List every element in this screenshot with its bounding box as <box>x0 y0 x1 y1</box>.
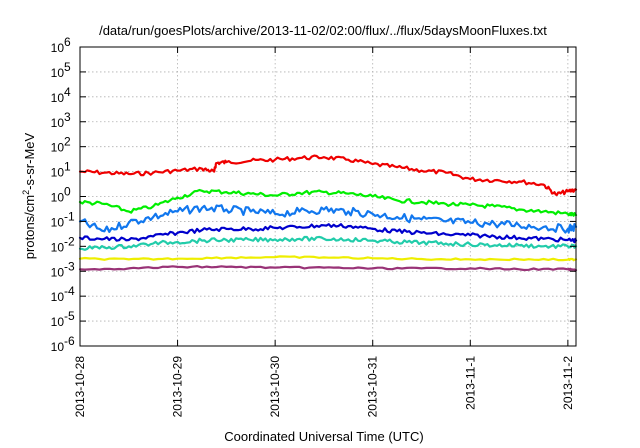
y-tick-label: 10 <box>51 290 65 304</box>
series-line-3 <box>78 204 578 234</box>
series-line-5 <box>78 235 578 251</box>
y-tick-label: 10 <box>51 240 65 254</box>
y-axis-title-rest: -s-sr-MeV <box>22 132 37 189</box>
y-tick-label: 10 <box>51 315 65 329</box>
series-line-7 <box>78 265 578 272</box>
series-line-4 <box>78 223 578 244</box>
series-line-1 <box>78 154 578 196</box>
y-tick-base: 10 <box>51 91 65 105</box>
y-tick-base: 10 <box>51 240 65 254</box>
grid <box>79 47 576 346</box>
y-tick-base: 10 <box>51 265 65 279</box>
y-tick-exponent: -6 <box>64 334 75 348</box>
y-tick-base: 10 <box>51 340 65 354</box>
y-tick-exponent: -3 <box>64 259 75 273</box>
chart-title: /data/run/goesPlots/archive/2013-11-02/0… <box>99 23 547 38</box>
y-tick-label: 10 <box>51 141 65 155</box>
y-tick-exponent: -5 <box>64 309 75 323</box>
y-tick-exponent: -1 <box>64 209 75 223</box>
y-tick-exponent: -4 <box>64 284 75 298</box>
x-tick-label: 2013-10-29 <box>171 356 185 418</box>
series-line-2 <box>78 188 578 217</box>
x-axis-title: Coordinated Universal Time (UTC) <box>224 429 423 444</box>
y-tick-base: 10 <box>51 141 65 155</box>
y-tick-label: 10 <box>51 91 65 105</box>
series-group <box>78 154 578 272</box>
y-tick-base: 10 <box>51 166 65 180</box>
series-line-6 <box>78 255 578 262</box>
y-tick-exponent: 6 <box>64 35 71 49</box>
y-axis-title-superscript: 2 <box>21 190 31 195</box>
y-axis-title: protons/cm2-s-sr-MeV <box>21 132 37 259</box>
y-tick-label: 10 <box>51 66 65 80</box>
y-tick-base: 10 <box>51 41 65 55</box>
x-axis-ticks: 2013-10-28 2013-10-29 2013-10-30 2013-10-31… <box>73 47 575 417</box>
x-tick-label: 2013-10-30 <box>268 356 282 418</box>
y-tick-base: 10 <box>51 215 65 229</box>
y-tick-exponent: 0 <box>64 185 71 199</box>
y-tick-exponent: -2 <box>64 234 75 248</box>
y-tick-exponent: 4 <box>64 85 71 99</box>
y-tick-label: 10 <box>51 191 65 205</box>
y-tick-base: 10 <box>51 315 65 329</box>
x-tick-label: 2013-11-1 <box>463 356 477 410</box>
y-tick-label: 10 <box>51 215 65 229</box>
y-tick-exponent: 1 <box>64 160 71 174</box>
y-tick-base: 10 <box>51 290 65 304</box>
y-tick-exponent: 5 <box>64 60 71 74</box>
y-tick-label: 10 <box>51 340 65 354</box>
y-tick-base: 10 <box>51 191 65 205</box>
y-axis-title-base: protons/cm <box>22 195 37 259</box>
y-axis-ticks: 10 -610 -510 -410 -310 -210 -110 010 110 210 310 41… <box>51 35 576 354</box>
y-tick-exponent: 2 <box>64 135 71 149</box>
x-tick-label: 2013-10-31 <box>366 356 380 418</box>
y-tick-base: 10 <box>51 116 65 130</box>
y-tick-exponent: 3 <box>64 110 71 124</box>
y-tick-base: 10 <box>51 66 65 80</box>
y-tick-label: 10 <box>51 265 65 279</box>
x-tick-label: 2013-10-28 <box>73 356 87 418</box>
y-tick-label: 10 <box>51 166 65 180</box>
x-tick-label: 2013-11-2 <box>561 356 575 410</box>
y-tick-label: 10 <box>51 41 65 55</box>
y-tick-label: 10 <box>51 116 65 130</box>
